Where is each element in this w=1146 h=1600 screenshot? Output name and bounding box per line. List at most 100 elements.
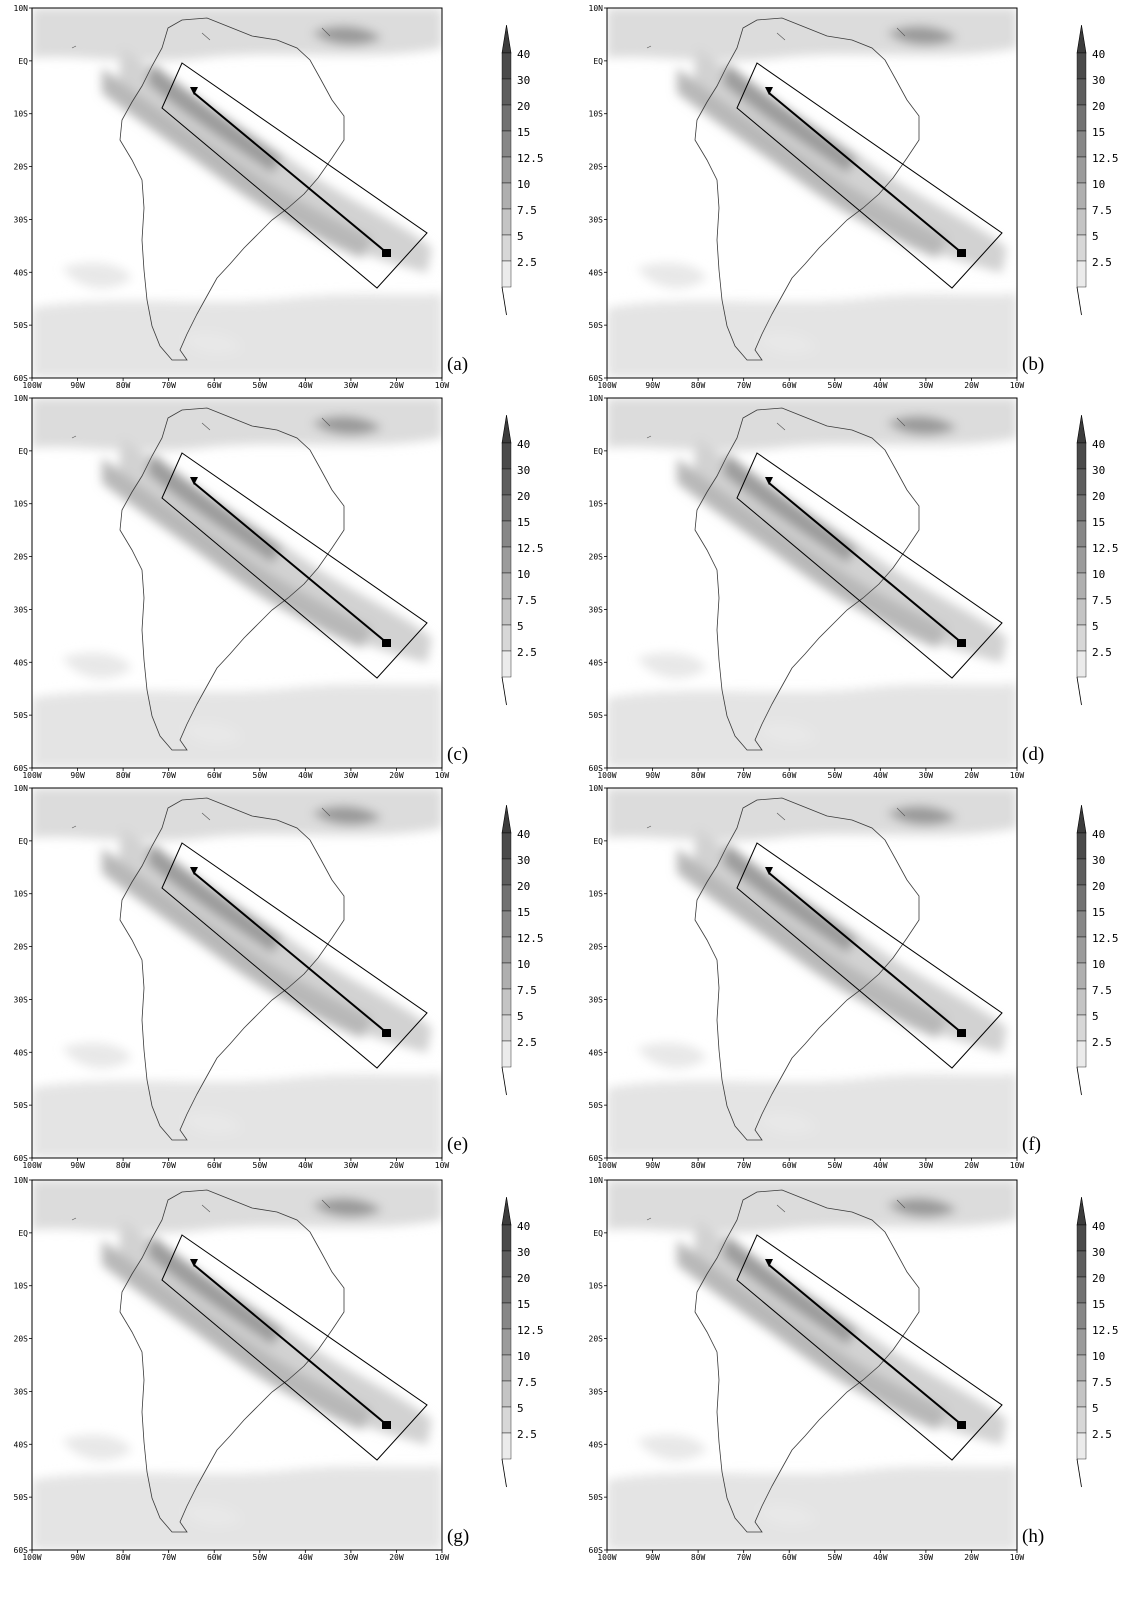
colorbar-bottom-tail [1076,676,1082,706]
colorbar-segment [501,104,512,132]
x-tick-label: 50W [828,381,843,390]
map-frame [606,7,1018,379]
y-tick-label: 20S [14,1335,29,1344]
y-tick-label: EQ [593,57,603,66]
colorbar-label: 10 [517,1350,530,1363]
panel-label: (g) [447,1526,469,1547]
colorbar-segment [501,208,512,236]
y-tick-label: 40S [14,268,29,277]
y-tick-label: 20S [589,553,604,562]
y-tick-label: EQ [18,57,28,66]
colorbar-segment [501,1302,512,1330]
x-tick-label: 30W [344,1553,359,1562]
x-tick-label: 80W [691,381,706,390]
precipitation-map [607,1180,1017,1550]
colorbar-segment [1076,234,1087,262]
y-tick-label: 30S [589,605,604,614]
y-tick-label: 60S [14,1546,29,1555]
y-tick-label: 10S [589,1282,604,1291]
x-tick-label: 20W [964,1161,979,1170]
colorbar-segment [501,598,512,626]
colorbar-segment [1076,624,1087,652]
colorbar-segment [1076,520,1087,548]
colorbar-segment [1076,130,1087,158]
colorbar-segment [1076,208,1087,236]
y-tick-label: 50S [589,1493,604,1502]
y-tick-label: 50S [589,1101,604,1110]
colorbar: 40 30 20 15 12.5 10 7.5 5 2.5 [1076,414,1119,706]
x-tick-label: 10W [435,771,450,780]
colorbar-segment [501,468,512,496]
colorbar-label: 12.5 [1092,152,1119,165]
colorbar-segment [501,962,512,990]
colorbar-segment [501,494,512,522]
colorbar-segment [501,442,512,470]
x-tick-label: 50W [253,1161,268,1170]
x-tick-label: 40W [298,771,313,780]
y-tick-label: 20S [589,1335,604,1344]
y-tick-label: 40S [589,1440,604,1449]
colorbar-label: 40 [1092,828,1105,841]
colorbar-top-arrow [1076,1196,1087,1226]
y-tick-label: EQ [593,1229,603,1238]
colorbar-label: 12.5 [1092,1324,1119,1337]
x-tick-label: 70W [161,1161,176,1170]
x-tick-label: 60W [207,1161,222,1170]
y-tick-label: 30S [14,215,29,224]
colorbar-label: 12.5 [517,542,544,555]
colorbar-label: 7.5 [517,984,537,997]
y-tick-label: 20S [14,553,29,562]
y-tick-label: 40S [14,658,29,667]
colorbar-segment [1076,78,1087,106]
y-tick-label: 30S [14,1387,29,1396]
colorbar-label: 30 [1092,1246,1105,1259]
x-tick-label: 50W [828,771,843,780]
y-tick-label: EQ [18,447,28,456]
x-tick-label: 60W [207,381,222,390]
colorbar-label: 20 [1092,100,1105,113]
colorbar-label: 2.5 [1092,1036,1112,1049]
y-tick-label: 30S [589,215,604,224]
map-frame [31,7,443,379]
y-tick-label: 60S [14,764,29,773]
colorbar-segment [1076,468,1087,496]
x-tick-label: 40W [873,381,888,390]
colorbar-segment [1076,910,1087,938]
colorbar-label: 30 [517,74,530,87]
colorbar-segment [501,1014,512,1042]
x-tick-label: 40W [873,1553,888,1562]
colorbar-label: 30 [517,464,530,477]
precipitation-map [32,1180,442,1550]
y-tick-label: 60S [589,1546,604,1555]
colorbar-label: 2.5 [1092,1428,1112,1441]
x-tick-label: 30W [919,1161,934,1170]
x-tick-label: 30W [344,771,359,780]
colorbar-segment [501,572,512,600]
colorbar-label: 2.5 [517,646,537,659]
y-tick-label: EQ [18,837,28,846]
y-tick-label: 10S [589,500,604,509]
x-tick-label: 100W [597,381,616,390]
x-tick-label: 70W [736,381,751,390]
precipitation-map [32,788,442,1158]
colorbar-segment [501,884,512,912]
x-tick-label: 90W [645,771,660,780]
x-tick-label: 60W [782,1553,797,1562]
y-tick-label: 50S [14,1493,29,1502]
colorbar-segment [1076,962,1087,990]
y-tick-label: 40S [589,1048,604,1057]
x-tick-label: 100W [22,1161,41,1170]
colorbar-segment [501,1276,512,1304]
x-tick-label: 80W [691,771,706,780]
colorbar-segment [1076,572,1087,600]
colorbar-segment [1076,1224,1087,1252]
precipitation-map [607,8,1017,378]
colorbar-segment [501,78,512,106]
colorbar-bottom-tail [501,286,507,316]
colorbar-top-arrow [1076,24,1087,54]
colorbar: 40 30 20 15 12.5 10 7.5 5 2.5 [501,804,544,1096]
x-tick-label: 20W [389,771,404,780]
colorbar-label: 40 [517,828,530,841]
